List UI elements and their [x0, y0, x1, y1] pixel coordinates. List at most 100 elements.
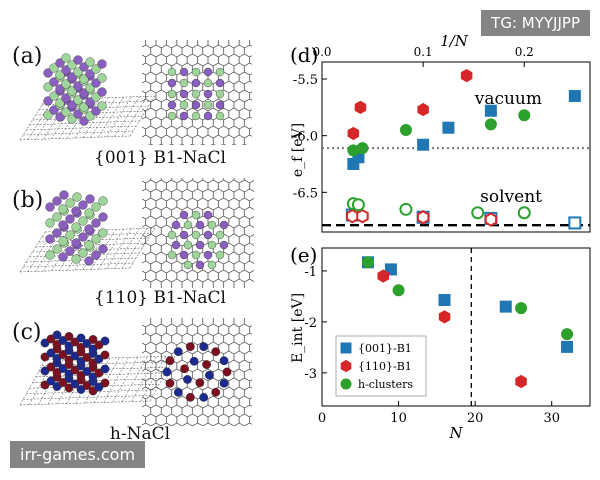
data-point-e [361, 256, 374, 269]
panel-c-label: (c) [12, 320, 42, 345]
legend-label-e: {110}-B1 [358, 360, 412, 373]
atom [52, 244, 62, 254]
sheet-line [23, 130, 134, 136]
atom [67, 114, 77, 124]
annotation-vacuum: vacuum [474, 89, 542, 109]
sheet-line [35, 231, 61, 272]
atom [65, 214, 75, 224]
legend-marker-e [340, 359, 352, 373]
atom [59, 190, 69, 200]
atom [191, 78, 201, 88]
data-point-e [438, 293, 451, 306]
atom [78, 232, 88, 242]
data-point-d [356, 142, 369, 155]
atom [195, 378, 205, 388]
atom [179, 111, 189, 121]
atom [215, 67, 225, 77]
data-point-e [515, 374, 527, 389]
atom [98, 212, 108, 222]
atom [215, 89, 225, 99]
atom [97, 87, 107, 97]
atom [179, 67, 189, 77]
atom [202, 360, 211, 369]
atom [215, 78, 225, 88]
data-point-d [347, 126, 360, 141]
sheet-line [112, 357, 139, 403]
atom [43, 68, 53, 78]
atom [179, 89, 189, 99]
atom [183, 240, 193, 250]
sheet-line [29, 120, 140, 126]
atom [179, 100, 189, 110]
charts-area: -5.5 -6.0 -6.5 0.0 0.1 0.2 1/N e_f [eV] (d) vacuu… [290, 32, 591, 442]
sheet-line [106, 228, 132, 269]
sheet-line [19, 359, 46, 406]
atom [215, 250, 225, 260]
sheet-line [74, 97, 101, 139]
atom [203, 78, 213, 88]
atom [79, 74, 89, 84]
ytick-label-e: -3 [304, 367, 317, 382]
atom [183, 260, 193, 270]
data-point-d [460, 69, 473, 83]
atom [100, 336, 110, 346]
sheet-line [98, 97, 124, 138]
atom [219, 220, 229, 230]
atom [91, 202, 101, 212]
atom [189, 356, 199, 366]
xtick-label-e: 20 [467, 411, 484, 426]
atom [49, 63, 59, 73]
chart-d: -5.5 -6.0 -6.5 0.0 0.1 0.2 1/N e_f [eV] (d) vacuu… [290, 32, 591, 233]
atom [88, 335, 98, 344]
atom [71, 222, 81, 232]
chart-e: -1 -2 -3 0 10 20 30 N E_int [eV] (e) {001}-B1 {110}… [290, 243, 591, 442]
atom [52, 228, 62, 238]
atom [73, 67, 83, 77]
atom [179, 210, 189, 220]
atom [61, 93, 71, 103]
atom [185, 342, 195, 352]
atom [58, 252, 68, 262]
atom [98, 228, 108, 238]
atom [84, 208, 94, 218]
atom [67, 60, 77, 70]
atom [85, 194, 95, 204]
atom [67, 100, 77, 110]
atom [73, 95, 83, 105]
atom [49, 77, 59, 87]
atom [91, 78, 101, 88]
atom [91, 64, 101, 74]
atom [85, 57, 95, 67]
atom [219, 356, 229, 366]
data-point-d [346, 208, 359, 224]
atom [191, 210, 201, 220]
atom [55, 84, 65, 94]
atom [179, 230, 189, 240]
sheet-line [90, 97, 116, 138]
atom [191, 100, 201, 110]
atom [211, 347, 221, 357]
ylabel-e: E_int [eV] [290, 293, 306, 363]
atom [97, 73, 107, 83]
atom [207, 260, 217, 270]
atom [203, 250, 213, 260]
ytick-label-d: -6.0 [293, 130, 318, 145]
sheet-line [19, 135, 131, 141]
atom [52, 212, 62, 222]
data-point-d [484, 118, 497, 131]
top-axis-label-d: 1/N [440, 32, 469, 50]
atom [167, 67, 177, 77]
sheet-line [114, 96, 140, 137]
atom [215, 230, 225, 240]
atom [191, 67, 201, 77]
atom [78, 248, 88, 258]
data-point-d [517, 206, 531, 220]
atom [171, 220, 181, 230]
atom [91, 218, 101, 228]
atom [43, 82, 53, 92]
atom [79, 102, 89, 112]
data-point-d [568, 216, 582, 230]
data-point-e [561, 328, 574, 341]
atom [61, 79, 71, 89]
atom [219, 378, 229, 388]
